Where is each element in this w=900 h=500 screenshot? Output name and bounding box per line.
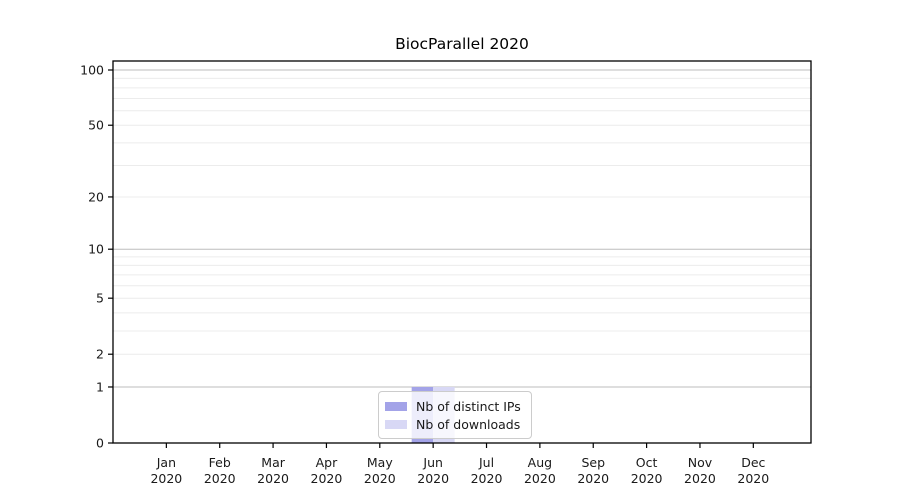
x-tick-label-month: Aug [528, 455, 552, 470]
chart-title: BiocParallel 2020 [395, 35, 529, 53]
x-tick-label-year: 2020 [737, 471, 769, 486]
x-tick-label-year: 2020 [471, 471, 503, 486]
x-tick-label-year: 2020 [364, 471, 396, 486]
x-tick-label-year: 2020 [577, 471, 609, 486]
y-tick-label: 10 [88, 242, 104, 257]
x-tick-label-year: 2020 [150, 471, 182, 486]
y-tick-label: 2 [96, 347, 104, 362]
x-tick-label-year: 2020 [311, 471, 343, 486]
x-tick-label-year: 2020 [684, 471, 716, 486]
legend-swatch-downloads [385, 419, 407, 429]
x-tick-label-month: Mar [261, 455, 285, 470]
x-tick-label-year: 2020 [204, 471, 236, 486]
x-tick-label-month: Oct [636, 455, 658, 470]
x-tick-label-year: 2020 [257, 471, 289, 486]
x-tick-label-year: 2020 [631, 471, 663, 486]
y-tick-label: 0 [96, 436, 104, 451]
x-tick-label-month: Sep [581, 455, 605, 470]
legend-item-distinct-ips: Nb of distinct IPs [385, 397, 521, 415]
legend-label-distinct-ips: Nb of distinct IPs [416, 398, 521, 414]
x-tick-label-month: May [367, 455, 393, 470]
x-tick-label-month: Jul [478, 455, 494, 470]
x-tick-label-year: 2020 [417, 471, 449, 486]
legend-swatch-distinct-ips [385, 401, 407, 411]
legend-item-downloads: Nb of downloads [385, 415, 521, 433]
x-tick-label-month: Apr [316, 455, 338, 470]
y-tick-label: 20 [88, 189, 104, 204]
y-tick-label: 5 [96, 291, 104, 306]
x-tick-label-year: 2020 [524, 471, 556, 486]
plot-border [112, 60, 812, 444]
y-tick-label: 100 [80, 63, 104, 78]
x-tick-label-month: Jun [422, 455, 443, 470]
x-tick-label-month: Jan [156, 455, 176, 470]
y-tick-label: 1 [96, 379, 104, 394]
x-tick-label-month: Feb [209, 455, 231, 470]
x-tick-label-month: Dec [741, 455, 765, 470]
legend-label-downloads: Nb of downloads [416, 416, 521, 432]
chart-legend: Nb of distinct IPs Nb of downloads [378, 391, 532, 439]
y-tick-label: 50 [88, 118, 104, 133]
x-tick-label-month: Nov [688, 455, 713, 470]
